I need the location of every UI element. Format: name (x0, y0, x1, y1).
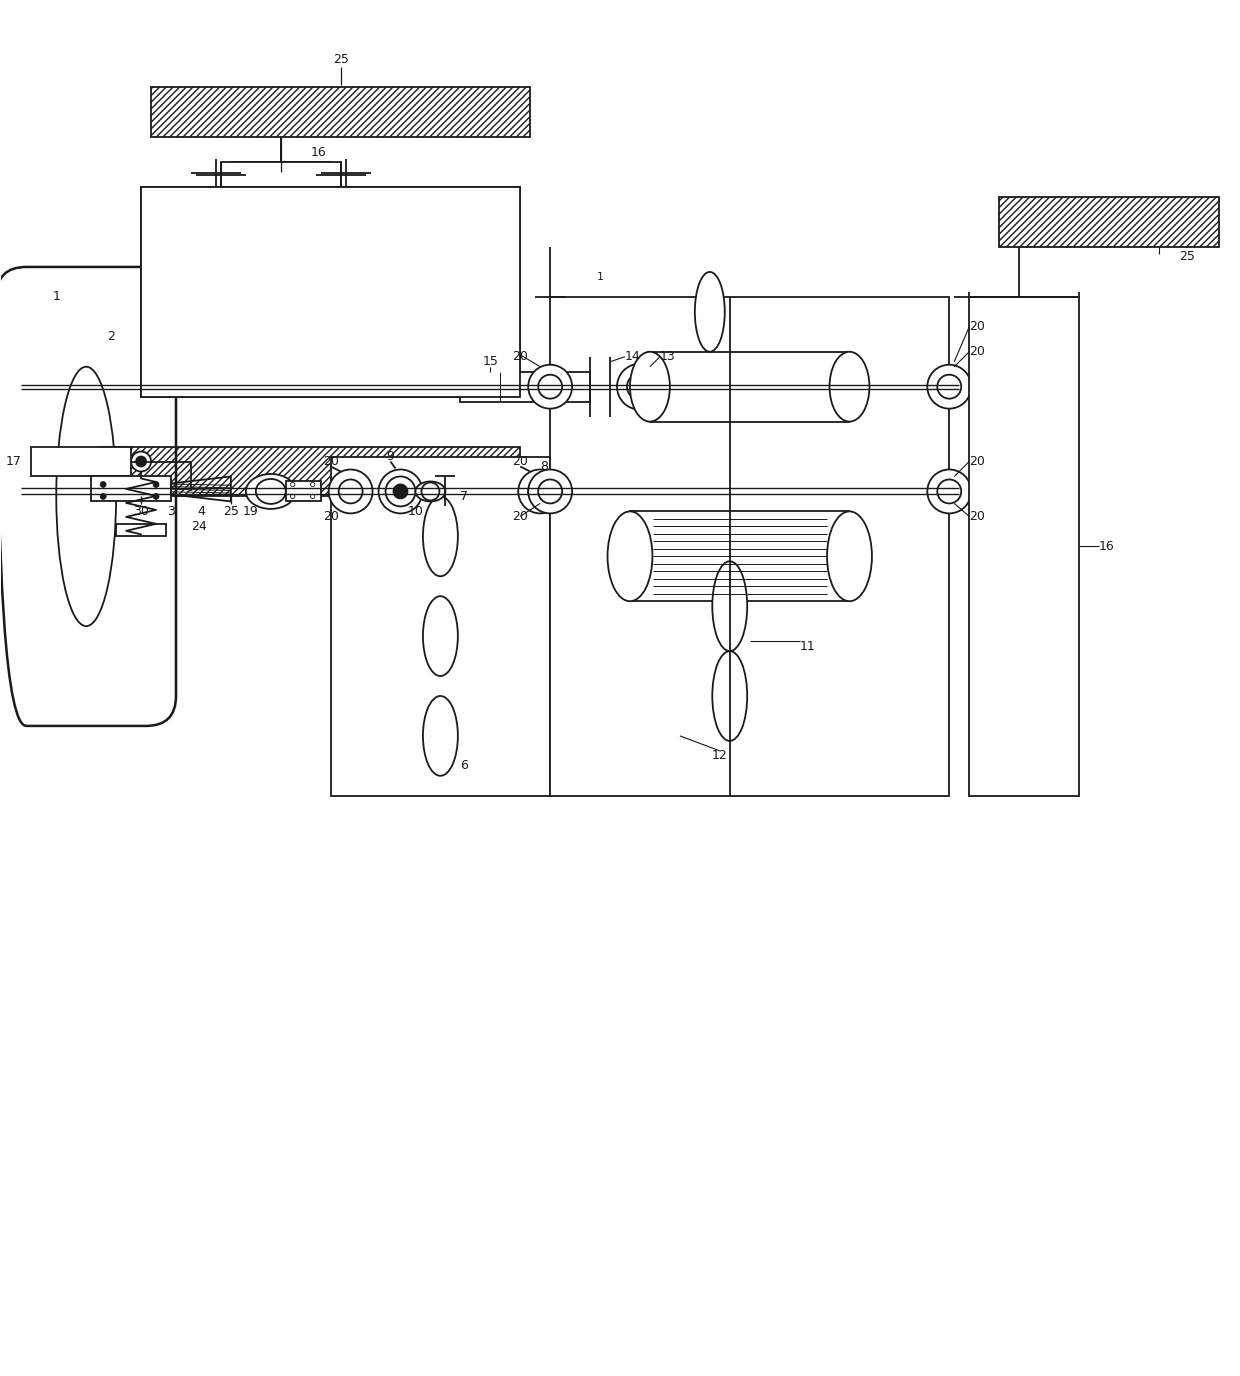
Text: 19: 19 (243, 505, 259, 517)
Circle shape (136, 457, 146, 466)
Bar (285, 482, 321, 501)
Bar (999, 197, 1219, 246)
Text: 9: 9 (387, 450, 394, 462)
Text: 17: 17 (5, 455, 21, 468)
Text: 1: 1 (52, 290, 61, 303)
Bar (92, 476, 171, 501)
Text: 20: 20 (512, 510, 528, 523)
Text: 16: 16 (311, 146, 326, 158)
Circle shape (131, 451, 151, 472)
Text: 20: 20 (970, 345, 985, 358)
Circle shape (378, 469, 423, 513)
Text: 10: 10 (408, 505, 423, 517)
Ellipse shape (712, 561, 748, 651)
Bar (231, 162, 331, 187)
Bar (151, 87, 531, 138)
Text: 13: 13 (660, 351, 676, 363)
Circle shape (422, 483, 439, 501)
Text: 20: 20 (970, 455, 985, 468)
Circle shape (528, 365, 572, 409)
Bar (331, 457, 551, 795)
Text: 15: 15 (482, 355, 498, 369)
Ellipse shape (827, 512, 872, 601)
Ellipse shape (255, 479, 285, 504)
Ellipse shape (423, 497, 458, 577)
Bar (221, 162, 341, 187)
Text: 1: 1 (596, 272, 604, 282)
Bar (117, 524, 166, 537)
Text: 14: 14 (625, 351, 641, 363)
Ellipse shape (830, 352, 869, 421)
Text: 16: 16 (1099, 539, 1115, 553)
Text: 20: 20 (512, 455, 528, 468)
Circle shape (329, 469, 372, 513)
Circle shape (393, 484, 408, 498)
Ellipse shape (415, 482, 445, 501)
Circle shape (100, 494, 107, 499)
Circle shape (518, 469, 562, 513)
Text: 30: 30 (133, 505, 149, 517)
Text: 24: 24 (191, 520, 207, 533)
Circle shape (100, 482, 107, 487)
Text: 4: 4 (197, 505, 205, 517)
Text: 25: 25 (332, 52, 348, 66)
Circle shape (153, 494, 159, 499)
Ellipse shape (423, 596, 458, 676)
Text: 2: 2 (107, 330, 115, 343)
Ellipse shape (712, 651, 748, 740)
Circle shape (528, 469, 572, 513)
Text: 11: 11 (800, 640, 816, 652)
Bar (650, 352, 849, 421)
Text: 6: 6 (460, 760, 469, 772)
Bar (141, 187, 521, 396)
Text: 25: 25 (223, 505, 239, 517)
Text: 20: 20 (970, 510, 985, 523)
Text: 20: 20 (970, 321, 985, 333)
Circle shape (153, 482, 159, 487)
Circle shape (928, 365, 971, 409)
Ellipse shape (246, 473, 295, 509)
Bar (460, 372, 590, 402)
Text: 12: 12 (712, 750, 728, 762)
Circle shape (627, 374, 653, 399)
Bar (102, 447, 521, 497)
Text: 25: 25 (1179, 250, 1194, 263)
Ellipse shape (630, 352, 670, 421)
Circle shape (928, 469, 971, 513)
Ellipse shape (694, 272, 724, 352)
Bar (630, 512, 849, 601)
Text: 7: 7 (460, 490, 469, 504)
Ellipse shape (608, 512, 652, 601)
Bar (31, 447, 131, 476)
Text: 8: 8 (541, 460, 548, 473)
Text: 20: 20 (322, 510, 339, 523)
Text: 20: 20 (512, 351, 528, 363)
Bar (970, 297, 1079, 795)
Bar (551, 297, 950, 795)
Circle shape (618, 363, 663, 410)
Text: 3: 3 (167, 505, 175, 517)
Text: 20: 20 (322, 455, 339, 468)
Ellipse shape (423, 696, 458, 776)
Bar (141, 187, 521, 396)
